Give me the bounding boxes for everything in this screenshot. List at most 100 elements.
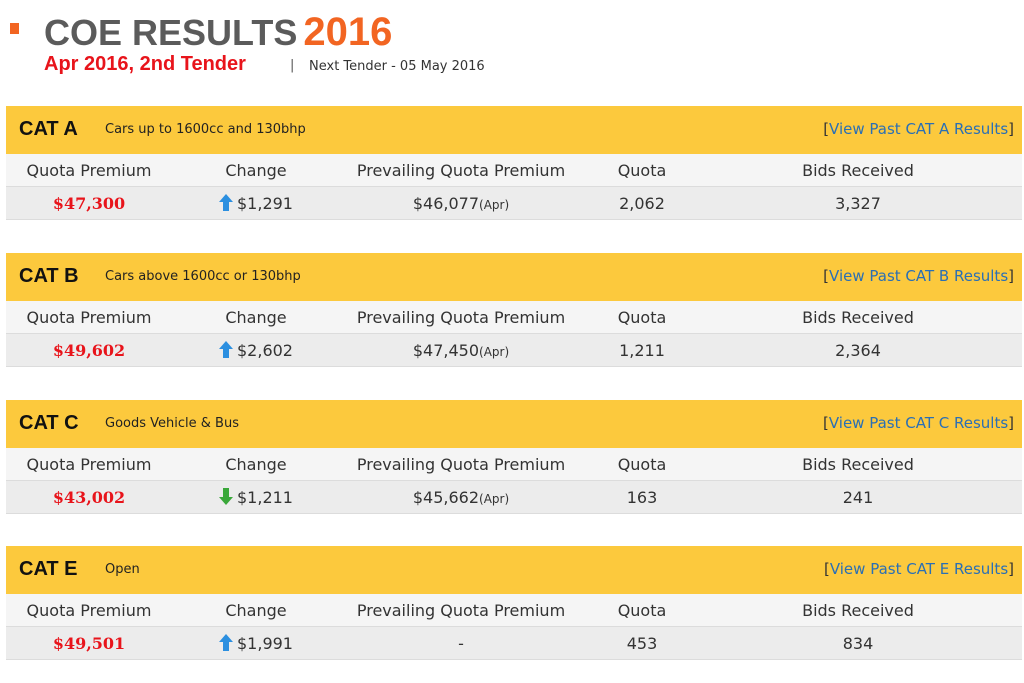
view-past-results-link[interactable]: [View Past CAT B Results]: [823, 267, 1014, 285]
label-quota-premium: Quota Premium: [26, 161, 152, 180]
link-text[interactable]: View Past CAT B Results: [829, 267, 1009, 285]
link-open-bracket: [: [823, 267, 830, 285]
header-separator: |: [290, 58, 295, 73]
prevailing-cell: -: [346, 634, 576, 653]
arrow-up-icon: [219, 194, 233, 211]
label-bids: Bids Received: [802, 161, 914, 180]
link-close-bracket: ]: [1008, 120, 1014, 138]
change-value: $1,291: [237, 194, 293, 213]
label-quota-premium: Quota Premium: [26, 455, 152, 474]
link-close-bracket: ]: [1008, 560, 1014, 578]
bids-value: 3,327: [835, 194, 881, 213]
orange-bullet-icon: [10, 23, 19, 34]
category-panel-cat-a: CAT A Cars up to 1600cc and 130bhp [View…: [6, 106, 1022, 220]
label-quota-premium: Quota Premium: [26, 308, 152, 327]
link-open-bracket: [: [823, 560, 830, 578]
label-bids: Bids Received: [802, 601, 914, 620]
label-prevailing: Prevailing Quota Premium: [356, 161, 566, 180]
label-prevailing: Prevailing Quota Premium: [356, 455, 566, 474]
values-row: $49,602 $2,602 $47,450(Apr) 1,211 2,364: [6, 334, 1022, 367]
page-header: COE RESULTS 2016 Apr 2016, 2nd Tender | N…: [0, 0, 1024, 100]
arrow-down-icon: [219, 488, 233, 505]
arrow-up-icon: [219, 634, 233, 651]
bids-value: 241: [842, 488, 874, 507]
column-labels-row: Quota Premium Change Prevailing Quota Pr…: [6, 448, 1022, 481]
label-bids: Bids Received: [802, 455, 914, 474]
prevailing-cell: $45,662(Apr): [346, 488, 576, 507]
category-name: CAT C: [19, 412, 79, 434]
column-labels-row: Quota Premium Change Prevailing Quota Pr…: [6, 594, 1022, 627]
prevailing-value: -: [458, 634, 464, 653]
view-past-results-link[interactable]: [View Past CAT A Results]: [823, 120, 1014, 138]
change-cell: $2,602: [176, 341, 336, 360]
link-close-bracket: ]: [1008, 267, 1014, 285]
category-description: Open: [105, 562, 140, 577]
category-panel-cat-c: CAT C Goods Vehicle & Bus [View Past CAT…: [6, 400, 1022, 514]
page-title: COE RESULTS 2016: [44, 10, 392, 55]
label-quota-premium: Quota Premium: [26, 601, 152, 620]
label-quota: Quota: [617, 455, 667, 474]
values-row: $49,501 $1,991 - 453 834: [6, 627, 1022, 660]
link-close-bracket: ]: [1008, 414, 1014, 432]
label-change: Change: [225, 161, 287, 180]
next-tender-label: Next Tender - 05 May 2016: [309, 59, 485, 74]
quota-premium-value: $43,002: [52, 488, 126, 507]
category-name: CAT B: [19, 265, 79, 287]
prevailing-cell: $47,450(Apr): [346, 341, 576, 360]
link-open-bracket: [: [823, 120, 830, 138]
column-labels-row: Quota Premium Change Prevailing Quota Pr…: [6, 301, 1022, 334]
prevailing-month: (Apr): [479, 198, 510, 212]
values-row: $47,300 $1,291 $46,077(Apr) 2,062 3,327: [6, 187, 1022, 220]
quota-value: 453: [626, 634, 658, 653]
link-text[interactable]: View Past CAT A Results: [829, 120, 1009, 138]
view-past-results-link[interactable]: [View Past CAT E Results]: [824, 560, 1014, 578]
change-value: $1,211: [237, 488, 293, 507]
quota-premium-value: $49,501: [52, 634, 126, 653]
label-change: Change: [225, 455, 287, 474]
category-name: CAT A: [19, 118, 78, 140]
values-row: $43,002 $1,211 $45,662(Apr) 163 241: [6, 481, 1022, 514]
quota-premium-value: $49,602: [52, 341, 126, 360]
category-description: Cars above 1600cc or 130bhp: [105, 269, 301, 284]
label-prevailing: Prevailing Quota Premium: [356, 601, 566, 620]
change-value: $1,991: [237, 634, 293, 653]
category-description: Cars up to 1600cc and 130bhp: [105, 122, 306, 137]
label-quota: Quota: [617, 601, 667, 620]
view-past-results-link[interactable]: [View Past CAT C Results]: [823, 414, 1014, 432]
label-change: Change: [225, 308, 287, 327]
quota-premium-value: $47,300: [52, 194, 126, 213]
label-prevailing: Prevailing Quota Premium: [356, 308, 566, 327]
category-name: CAT E: [19, 558, 78, 580]
arrow-up-icon: [219, 341, 233, 358]
change-cell: $1,291: [176, 194, 336, 213]
label-bids: Bids Received: [802, 308, 914, 327]
quota-value: 1,211: [619, 341, 665, 360]
prevailing-cell: $46,077(Apr): [346, 194, 576, 213]
change-value: $2,602: [237, 341, 293, 360]
label-change: Change: [225, 601, 287, 620]
page-title-text: COE RESULTS: [44, 12, 298, 53]
quota-value: 163: [626, 488, 658, 507]
prevailing-value: $47,450: [412, 341, 480, 360]
category-panel-cat-e: CAT E Open [View Past CAT E Results] Quo…: [6, 546, 1022, 660]
change-cell: $1,991: [176, 634, 336, 653]
category-header: CAT C Goods Vehicle & Bus [View Past CAT…: [6, 400, 1022, 448]
change-cell: $1,211: [176, 488, 336, 507]
prevailing-month: (Apr): [479, 492, 510, 506]
category-header: CAT A Cars up to 1600cc and 130bhp [View…: [6, 106, 1022, 154]
label-quota: Quota: [617, 161, 667, 180]
category-header: CAT B Cars above 1600cc or 130bhp [View …: [6, 253, 1022, 301]
bids-value: 2,364: [835, 341, 881, 360]
category-description: Goods Vehicle & Bus: [105, 416, 239, 431]
link-text[interactable]: View Past CAT E Results: [829, 560, 1009, 578]
bids-value: 834: [842, 634, 874, 653]
prevailing-month: (Apr): [479, 345, 510, 359]
category-header: CAT E Open [View Past CAT E Results]: [6, 546, 1022, 594]
prevailing-value: $45,662: [412, 488, 480, 507]
column-labels-row: Quota Premium Change Prevailing Quota Pr…: [6, 154, 1022, 187]
tender-label: Apr 2016, 2nd Tender: [44, 53, 246, 75]
page-title-year: 2016: [303, 10, 393, 54]
prevailing-value: $46,077: [412, 194, 480, 213]
link-text[interactable]: View Past CAT C Results: [828, 414, 1009, 432]
link-open-bracket: [: [822, 414, 829, 432]
